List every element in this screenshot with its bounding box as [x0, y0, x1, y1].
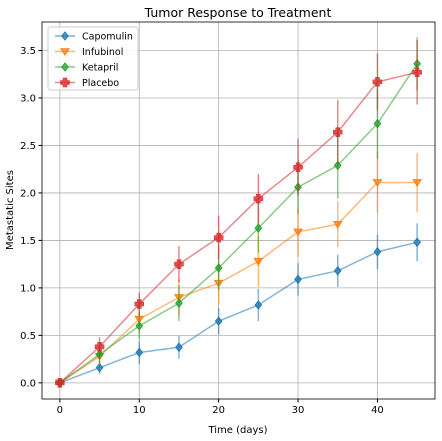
series-line [59, 71, 418, 384]
data-point [333, 266, 342, 276]
y-tick-label: 0.5 [20, 331, 36, 342]
data-point [175, 342, 183, 353]
y-tick-label: 2.5 [20, 141, 36, 152]
y-tick-label: 2.0 [20, 188, 36, 199]
data-point [294, 274, 302, 285]
y-tick-label: 1.0 [20, 283, 36, 294]
x-axis-label: Time (days) [207, 425, 267, 436]
y-tick-label: 1.5 [20, 236, 36, 247]
legend-marker [61, 31, 69, 41]
data-point [253, 193, 264, 204]
legend-box [47, 26, 139, 91]
y-axis-label: Metastatic Sites [5, 170, 16, 250]
series-infubinol [54, 152, 423, 388]
legend-item-capomulin: Capomulin [55, 31, 133, 43]
legend-marker [60, 48, 70, 57]
data-point [372, 179, 383, 188]
data-point [413, 237, 421, 248]
data-point [214, 263, 223, 273]
legend-marker [60, 77, 70, 88]
legend-label: Infubinol [82, 47, 123, 58]
data-point [214, 316, 223, 326]
legend-item-ketapril: Ketapril [55, 62, 118, 74]
data-point [373, 247, 382, 257]
data-point [412, 67, 422, 78]
legend-label: Capomulin [82, 32, 133, 43]
data-point [332, 127, 343, 137]
data-point [95, 362, 104, 373]
data-point [333, 160, 342, 171]
plot-frame [41, 21, 436, 400]
data-point [293, 162, 303, 173]
data-point [373, 118, 382, 129]
x-tick-label: 30 [292, 405, 305, 416]
plot-series [54, 37, 423, 388]
legend-item-infubinol: Infubinol [55, 47, 123, 58]
data-point [135, 321, 144, 331]
data-point [372, 77, 383, 87]
data-point [134, 299, 145, 309]
series-capomulin [56, 223, 421, 388]
x-tick-label: 10 [133, 405, 146, 416]
y-tick-label: 3.5 [20, 46, 36, 57]
legend: Capomulin Infubinol Ketapril Placebo [47, 26, 139, 91]
series-placebo [55, 40, 422, 388]
data-point [412, 179, 423, 188]
chart-title: Tumor Response to Treatment [144, 5, 332, 20]
data-point [332, 220, 343, 229]
y-tick-label: 3.0 [20, 93, 36, 104]
data-point [254, 223, 263, 233]
series-line [59, 63, 418, 384]
data-point [253, 258, 264, 266]
data-point [174, 259, 184, 269]
series-line [59, 241, 418, 384]
x-tick-label: 0 [57, 405, 63, 416]
data-point [254, 300, 263, 310]
data-point [175, 298, 183, 308]
data-point [293, 228, 303, 237]
legend-item-placebo: Placebo [55, 77, 119, 89]
legend-marker [61, 62, 69, 72]
data-point [55, 378, 65, 388]
series-line [59, 181, 418, 384]
data-point [213, 232, 224, 243]
x-tick-label: 20 [212, 405, 225, 416]
y-axis-ticks: 0.0 0.5 1.0 1.5 2.0 2.5 3.0 3.5 [20, 46, 42, 389]
x-axis-ticks: 0 10 20 30 40 [57, 399, 384, 416]
data-point [135, 347, 144, 358]
y-tick-label: 0.0 [20, 378, 36, 389]
x-tick-label: 40 [371, 405, 384, 416]
legend-label: Placebo [82, 78, 119, 89]
data-point [94, 342, 105, 352]
legend-label: Ketapril [82, 63, 118, 74]
